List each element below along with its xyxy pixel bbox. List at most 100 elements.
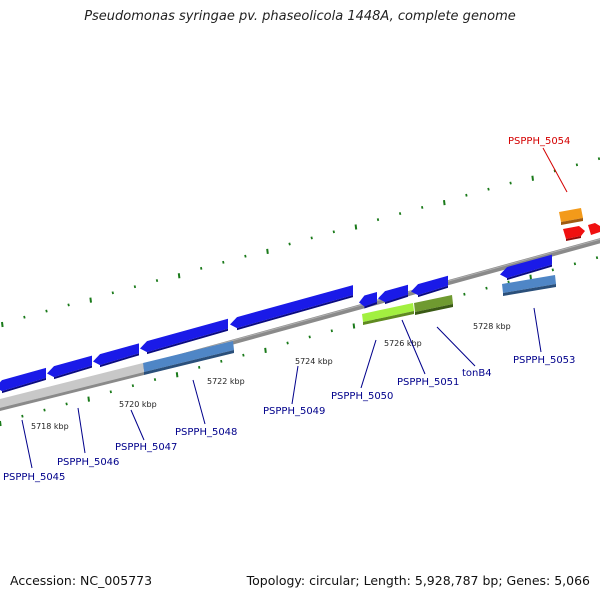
tick-mark [310,236,313,240]
gene-label-pspph-5048[interactable]: PSPPH_5048 [175,427,237,438]
tick-mark [131,384,135,388]
tick-mark [89,297,92,303]
tick-mark [23,315,26,319]
tick-mark [200,266,203,270]
tick-mark [354,224,358,230]
map-title: Pseudomonas syringae pv. phaseolicola 14… [84,9,516,24]
tick-mark [175,372,179,378]
tick-mark [109,390,112,394]
tick-mark [398,212,402,215]
gene-label-pspph-5045[interactable]: PSPPH_5045 [3,472,65,483]
cds-pspph-5045[interactable] [0,367,46,392]
tick-mark [443,199,446,206]
gene-label-pspph-5054[interactable]: PSPPH_5054 [508,136,570,147]
cds-pspph-5049[interactable] [230,285,353,329]
tick-mark [198,365,201,369]
label-leader-lines [21,147,568,469]
tick-mark [133,285,137,289]
kbp-label: 5718 kbp [31,422,69,431]
cds-orange[interactable] [559,208,583,225]
tick-mark [153,378,157,382]
tick-mark [244,254,247,258]
tick-mark [595,256,599,260]
tick-mark [487,187,490,191]
gene-labels: PSPPH_5045 PSPPH_5046 PSPPH_5047 PSPPH_5… [3,136,575,483]
cds-pspph-5048[interactable] [140,318,228,353]
cds-gray-5047[interactable] [0,363,144,411]
tick-mark [421,205,424,209]
tick-mark [87,396,90,402]
kbp-label: 5728 kbp [473,322,511,331]
tick-mark [463,292,466,296]
cds-pspph-5050-shadow [364,302,377,309]
cds-red-1[interactable] [563,226,585,241]
tick-mark [0,420,2,427]
tick-mark [575,163,579,167]
kbp-label: 5722 kbp [207,377,245,386]
tick-mark [1,321,4,328]
cds-pspph-5053[interactable] [500,254,552,279]
tick-mark [242,353,245,357]
tick-mark [332,230,335,234]
cds-pspph-5051[interactable] [378,284,408,303]
cds-tonb4[interactable] [411,275,448,296]
tick-mark [21,414,24,418]
gene-label-pspph-5046[interactable]: PSPPH_5046 [57,457,119,468]
kbp-label: 5720 kbp [119,400,157,409]
cds-olive-5051[interactable] [414,295,453,315]
cds-pspph-5048-shadow [147,328,228,355]
tick-mark [288,242,291,246]
gene-label-pspph-5053[interactable]: PSPPH_5053 [513,355,575,366]
tick-mark [264,347,267,353]
cds-tonb4-shadow [418,285,448,298]
gene-label-tonb4[interactable]: tonB4 [462,368,492,379]
tick-mark [43,408,46,412]
gene-label-pspph-5050[interactable]: PSPPH_5050 [331,391,393,402]
tick-mark [266,248,269,254]
cds-pspph-5049-shadow [237,295,353,331]
tick-mark [308,335,311,339]
accession-text: Accession: NC_005773 [10,573,153,588]
cds-pspph-5051-shadow [385,294,408,305]
tick-mark [220,359,223,363]
genome-summary-text: Topology: circular; Length: 5,928,787 bp… [246,573,590,588]
kbp-label: 5724 kbp [295,357,333,366]
tick-mark [485,286,488,290]
tick-mark [573,262,577,266]
tick-mark [111,291,114,295]
tick-mark [597,157,600,161]
tick-mark [177,273,181,279]
tick-mark [330,329,333,333]
cds-red-2[interactable] [588,223,600,235]
tick-mark [551,268,554,272]
tick-mark [529,274,532,280]
cds-light-blue-5048[interactable] [143,341,234,375]
tick-mark [286,341,289,345]
tick-mark [352,323,356,329]
cds-pspph-5053-shadow [507,264,552,281]
gene-label-pspph-5049[interactable]: PSPPH_5049 [263,406,325,417]
tick-mark [45,309,48,313]
cds-light-blue-5053[interactable] [502,275,556,296]
tick-mark [509,181,512,185]
tick-mark [376,218,380,222]
tick-mark [65,402,68,406]
tick-mark [531,175,534,181]
kbp-labels: 5718 kbp 5720 kbp 5722 kbp 5724 kbp 5726… [31,322,511,431]
cds-pspph-5047[interactable] [93,343,139,366]
tick-mark [465,193,468,197]
gene-label-pspph-5047[interactable]: PSPPH_5047 [115,442,177,453]
cds-lime-5050[interactable] [362,303,414,325]
cds-blue-row [0,254,552,394]
cds-pspph-5047-shadow [100,353,139,368]
tick-mark [67,303,70,307]
tick-mark [155,279,159,283]
cds-pspph-5050[interactable] [359,292,377,307]
kbp-label: 5726 kbp [384,339,422,348]
cds-pspph-5046[interactable] [47,355,92,378]
cds-pspph-5046-shadow [54,365,92,380]
tick-mark [222,260,225,264]
gene-label-pspph-5051[interactable]: PSPPH_5051 [397,377,459,388]
cds-pspph-5045-shadow [2,377,46,394]
